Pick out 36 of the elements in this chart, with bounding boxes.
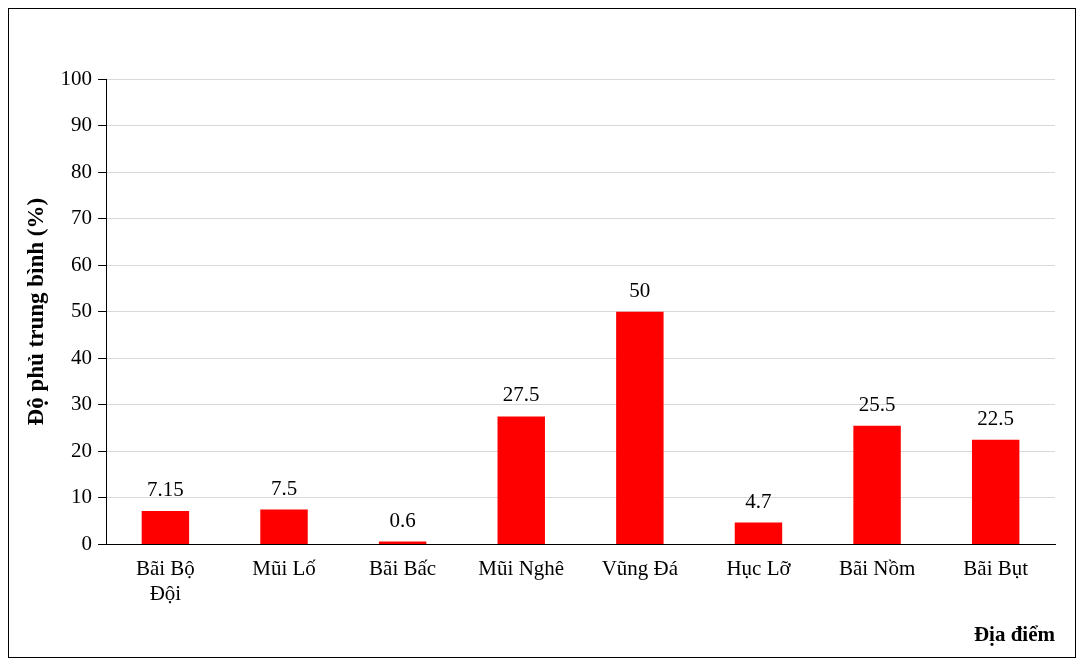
- x-axis-title: Địa điểm: [973, 621, 1056, 646]
- y-tick-label: 20: [71, 437, 93, 462]
- y-tick-label: 90: [71, 112, 93, 137]
- data-label: 27.5: [502, 382, 540, 407]
- y-tick-label: 70: [71, 205, 93, 230]
- y-tick-label: 30: [71, 391, 93, 416]
- x-tick-label: Bãi Bụt: [963, 555, 1029, 580]
- y-tick-label: 10: [71, 484, 93, 509]
- x-tick-label: Bãi Bấc: [369, 555, 437, 580]
- data-label: 7.15: [147, 477, 184, 502]
- x-tick-label: Bãi Nồm: [838, 555, 916, 580]
- data-label: 50: [629, 277, 651, 302]
- bar: [497, 416, 545, 544]
- y-tick-label: 40: [71, 344, 93, 369]
- x-tick-label: Bãi Bộ Đội: [135, 555, 195, 605]
- data-label: 22.5: [977, 405, 1015, 430]
- y-tick-label: 0: [81, 530, 93, 555]
- bar: [971, 439, 1020, 544]
- x-tick-label: Mũi Lố: [252, 555, 317, 580]
- bar: [141, 511, 190, 544]
- bar: [616, 311, 664, 544]
- y-tick-label: 50: [71, 298, 93, 323]
- data-label: 0.6: [389, 507, 416, 532]
- bar: [853, 425, 901, 544]
- bar: [260, 509, 308, 544]
- y-axis-title: Độ phủ trung bình (%): [22, 197, 48, 426]
- y-tick-label: 80: [71, 158, 93, 183]
- x-tick-label: Vũng Đá: [601, 555, 679, 580]
- x-tick-label: Hục Lỡ: [726, 555, 792, 580]
- data-label: 4.7: [745, 488, 772, 513]
- y-tick-label: 100: [60, 65, 93, 90]
- y-tick-label: 60: [71, 251, 93, 276]
- x-tick-label: Mũi Nghê: [478, 555, 565, 580]
- data-label: 25.5: [858, 391, 896, 416]
- bar: [734, 522, 783, 544]
- data-label: 7.5: [270, 475, 298, 500]
